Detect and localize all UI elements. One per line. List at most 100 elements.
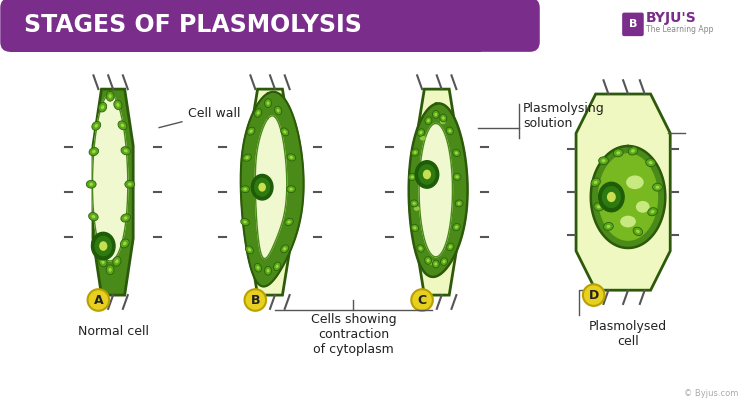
Ellipse shape	[652, 183, 662, 191]
Ellipse shape	[442, 116, 445, 120]
Polygon shape	[416, 89, 458, 295]
Ellipse shape	[128, 183, 132, 186]
Ellipse shape	[419, 131, 422, 134]
Ellipse shape	[432, 260, 439, 268]
Ellipse shape	[440, 258, 448, 266]
Text: A: A	[94, 293, 104, 307]
Ellipse shape	[120, 239, 129, 248]
Text: BYJU'S: BYJU'S	[646, 12, 697, 25]
Ellipse shape	[99, 241, 107, 251]
Ellipse shape	[124, 216, 128, 220]
Ellipse shape	[116, 103, 119, 107]
Ellipse shape	[411, 224, 419, 231]
Ellipse shape	[287, 154, 296, 161]
Ellipse shape	[121, 124, 124, 127]
Ellipse shape	[442, 260, 446, 263]
Ellipse shape	[604, 222, 613, 231]
Ellipse shape	[121, 147, 130, 155]
Ellipse shape	[440, 114, 447, 122]
Ellipse shape	[423, 170, 431, 179]
Ellipse shape	[628, 147, 638, 155]
Circle shape	[88, 289, 109, 311]
Ellipse shape	[94, 236, 112, 256]
Ellipse shape	[417, 129, 424, 136]
Ellipse shape	[455, 200, 463, 207]
Ellipse shape	[106, 91, 114, 101]
Ellipse shape	[274, 262, 280, 270]
Ellipse shape	[114, 100, 122, 110]
Ellipse shape	[411, 149, 419, 156]
Ellipse shape	[265, 99, 272, 108]
Ellipse shape	[598, 157, 608, 165]
Ellipse shape	[434, 113, 437, 116]
Text: C: C	[418, 293, 427, 307]
Ellipse shape	[631, 149, 634, 153]
Ellipse shape	[636, 230, 640, 233]
Polygon shape	[241, 92, 304, 287]
Ellipse shape	[602, 186, 621, 208]
Ellipse shape	[284, 130, 286, 133]
Polygon shape	[598, 154, 658, 240]
Ellipse shape	[425, 117, 432, 125]
Ellipse shape	[121, 214, 130, 222]
Text: D: D	[589, 289, 598, 301]
Ellipse shape	[267, 102, 269, 105]
Ellipse shape	[440, 119, 446, 124]
Text: B: B	[628, 19, 638, 29]
Bar	[10, 0, 481, 52]
Ellipse shape	[413, 151, 417, 154]
Ellipse shape	[455, 175, 458, 178]
Ellipse shape	[101, 260, 104, 264]
Ellipse shape	[92, 121, 100, 130]
FancyBboxPatch shape	[0, 0, 540, 52]
Ellipse shape	[432, 110, 439, 118]
Ellipse shape	[620, 216, 636, 227]
Ellipse shape	[446, 127, 454, 135]
Polygon shape	[92, 94, 128, 261]
Ellipse shape	[243, 154, 251, 161]
Ellipse shape	[455, 152, 458, 154]
Polygon shape	[591, 146, 665, 248]
Ellipse shape	[417, 245, 424, 252]
Ellipse shape	[86, 180, 96, 188]
Ellipse shape	[419, 247, 422, 250]
Text: Cells showing
contraction
of cytoplasm: Cells showing contraction of cytoplasm	[310, 313, 396, 356]
Ellipse shape	[109, 268, 112, 272]
Ellipse shape	[124, 180, 135, 188]
Ellipse shape	[241, 186, 250, 193]
Polygon shape	[93, 89, 134, 295]
Ellipse shape	[427, 260, 433, 265]
Ellipse shape	[646, 159, 656, 167]
Ellipse shape	[106, 265, 114, 275]
Ellipse shape	[453, 173, 461, 180]
Ellipse shape	[92, 215, 95, 218]
Ellipse shape	[424, 257, 431, 264]
Ellipse shape	[633, 227, 643, 235]
Ellipse shape	[434, 262, 437, 266]
Ellipse shape	[89, 147, 98, 156]
Ellipse shape	[594, 203, 604, 211]
Polygon shape	[409, 104, 467, 277]
Text: Plasmolysing
solution: Plasmolysing solution	[523, 102, 605, 130]
Ellipse shape	[607, 192, 616, 202]
Ellipse shape	[274, 106, 282, 115]
Ellipse shape	[267, 269, 269, 272]
Ellipse shape	[265, 266, 272, 275]
Ellipse shape	[245, 246, 254, 254]
Text: The Learning App: The Learning App	[646, 25, 713, 34]
Ellipse shape	[92, 239, 100, 247]
Ellipse shape	[427, 259, 430, 262]
Ellipse shape	[92, 150, 96, 153]
Ellipse shape	[453, 150, 460, 156]
Ellipse shape	[656, 186, 659, 189]
FancyBboxPatch shape	[622, 12, 644, 36]
Ellipse shape	[458, 202, 460, 205]
Ellipse shape	[243, 220, 247, 223]
Ellipse shape	[453, 224, 460, 231]
Ellipse shape	[286, 186, 296, 193]
Ellipse shape	[454, 173, 460, 178]
Text: Normal cell: Normal cell	[77, 324, 148, 338]
Text: Cell wall: Cell wall	[159, 107, 240, 128]
Text: Plasmolysed
cell: Plasmolysed cell	[589, 320, 667, 348]
Ellipse shape	[649, 161, 652, 164]
